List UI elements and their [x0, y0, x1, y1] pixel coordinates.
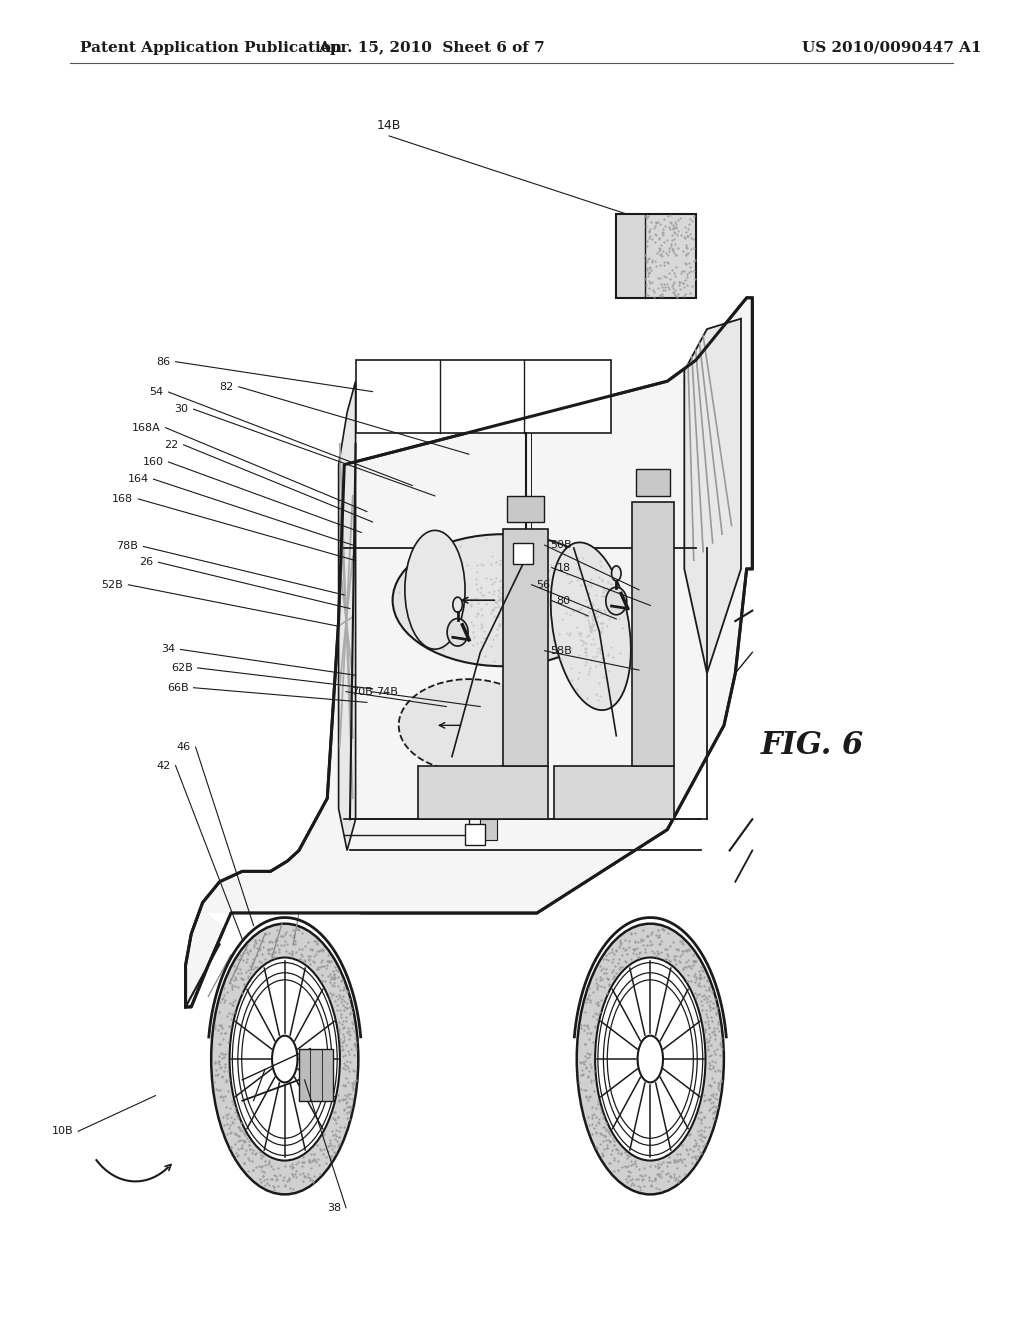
- Ellipse shape: [577, 924, 724, 1195]
- Polygon shape: [299, 1048, 333, 1101]
- Polygon shape: [632, 503, 675, 767]
- Polygon shape: [573, 913, 727, 1059]
- Polygon shape: [480, 820, 498, 840]
- Ellipse shape: [392, 535, 613, 667]
- Text: 56: 56: [537, 579, 551, 590]
- Ellipse shape: [611, 566, 622, 581]
- Text: 26: 26: [139, 557, 154, 568]
- Text: 80: 80: [557, 595, 570, 606]
- Text: FIG. 6: FIG. 6: [761, 730, 864, 762]
- Ellipse shape: [272, 1036, 297, 1082]
- Text: 58B: 58B: [550, 645, 571, 656]
- Text: 42: 42: [157, 760, 171, 771]
- Polygon shape: [684, 318, 741, 673]
- Bar: [512, 540, 528, 556]
- Ellipse shape: [398, 678, 540, 771]
- Text: US 2010/0090447 A1: US 2010/0090447 A1: [803, 41, 982, 54]
- Text: 30: 30: [174, 404, 188, 414]
- Polygon shape: [339, 381, 355, 850]
- Polygon shape: [355, 360, 610, 433]
- Polygon shape: [208, 913, 361, 1059]
- Text: 78B: 78B: [117, 541, 138, 552]
- Polygon shape: [531, 663, 543, 684]
- Text: Apr. 15, 2010  Sheet 6 of 7: Apr. 15, 2010 Sheet 6 of 7: [318, 41, 545, 54]
- Bar: [465, 824, 484, 845]
- Polygon shape: [507, 496, 544, 523]
- Text: 54: 54: [150, 387, 164, 397]
- Ellipse shape: [453, 597, 463, 612]
- Text: 34: 34: [162, 644, 175, 655]
- Text: 50B: 50B: [550, 540, 571, 550]
- Text: 38: 38: [327, 1203, 341, 1213]
- Text: 70B: 70B: [351, 686, 373, 697]
- Text: 18: 18: [557, 562, 570, 573]
- Bar: [513, 543, 532, 564]
- Text: 168A: 168A: [132, 422, 161, 433]
- Bar: [515, 545, 530, 561]
- Text: Patent Application Publication: Patent Application Publication: [80, 41, 342, 54]
- Text: 22: 22: [164, 440, 178, 450]
- Text: 82: 82: [219, 381, 233, 392]
- Ellipse shape: [229, 957, 340, 1160]
- Ellipse shape: [211, 924, 358, 1195]
- Text: 164: 164: [127, 474, 148, 484]
- Ellipse shape: [595, 957, 706, 1160]
- Text: 66B: 66B: [167, 682, 188, 693]
- Polygon shape: [554, 767, 675, 820]
- Text: 74B: 74B: [376, 686, 398, 697]
- Text: 86: 86: [157, 356, 171, 367]
- Ellipse shape: [551, 543, 631, 710]
- Text: 10B: 10B: [51, 1126, 74, 1137]
- Polygon shape: [418, 767, 548, 820]
- Ellipse shape: [404, 531, 465, 649]
- Text: 52B: 52B: [101, 579, 123, 590]
- Polygon shape: [185, 298, 753, 1007]
- Polygon shape: [503, 529, 548, 767]
- Ellipse shape: [447, 619, 468, 645]
- Ellipse shape: [606, 587, 627, 615]
- Text: 168: 168: [113, 494, 133, 504]
- Text: 14B: 14B: [377, 119, 401, 132]
- Polygon shape: [616, 214, 695, 298]
- Text: 62B: 62B: [171, 663, 193, 673]
- Text: 46: 46: [176, 742, 190, 752]
- Ellipse shape: [638, 1036, 663, 1082]
- Text: 160: 160: [142, 457, 164, 467]
- Polygon shape: [636, 470, 670, 496]
